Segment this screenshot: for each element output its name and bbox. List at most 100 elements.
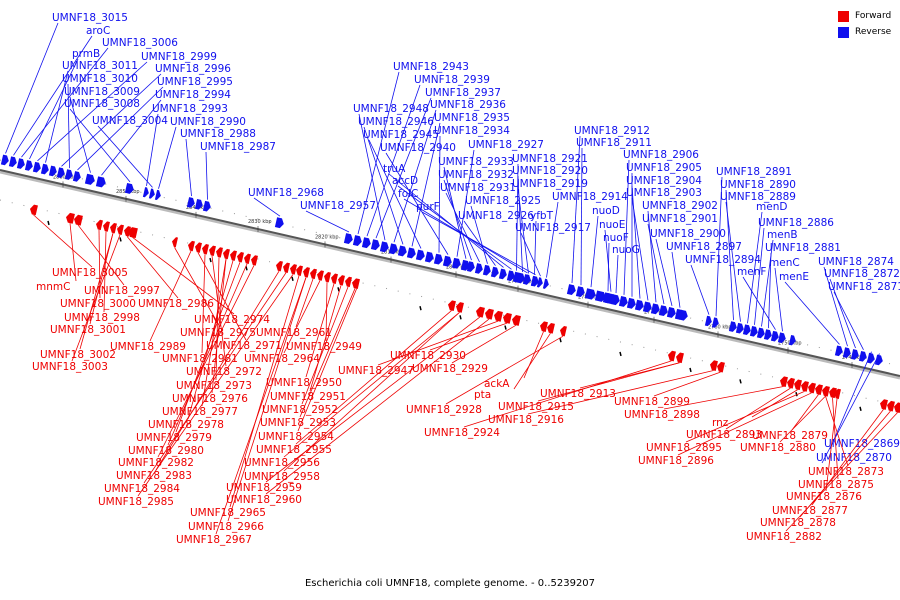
reverse-gene-label: yfbT [530,210,554,222]
reverse-gene [274,217,284,229]
forward-label-leader [283,312,460,472]
forward-swatch [838,10,849,22]
forward-gene-label: UMNF18_2983 [116,470,192,482]
forward-label-leader [653,371,721,397]
forward-gene-label: UMNF18_2950 [266,377,342,389]
forward-gene [476,306,485,318]
reverse-gene [388,243,398,255]
reverse-gene-label: nuoD [592,205,620,217]
forward-gene [547,322,555,334]
reverse-label-leader [774,267,783,332]
forward-gene-label: UMNF18_2877 [772,505,848,517]
reverse-gene [451,257,461,269]
reverse-label-leader [411,122,441,247]
reverse-label-leader [363,126,404,245]
forward-label-leader [751,389,798,418]
reverse-gene [16,158,25,169]
legend-forward: Forward [838,8,891,24]
reverse-gene [618,296,628,307]
reverse-gene-label: UMNF18_3015 [52,12,128,24]
forward-gene-label: UMNF18_2953 [260,417,336,429]
forward-label-leader [325,282,328,342]
reverse-label-leader [21,47,109,158]
forward-gene [815,384,823,395]
forward-label-leader [174,247,221,328]
reverse-gene [512,271,519,282]
forward-label-leader [215,277,307,535]
forward-label-leader [523,331,544,379]
forward-gene-label: UMNF18_2997 [84,285,160,297]
reverse-label-leader [97,125,153,188]
reverse-label-leader [438,135,441,253]
reverse-gene [866,352,875,364]
reverse-label-leader [368,139,422,249]
forward-gene-label: UMNF18_2971 [206,340,282,352]
feature-mark [859,406,862,412]
forward-gene-label: UMNF18_2895 [646,442,722,454]
reverse-gene [678,309,688,321]
legend: Forward Reverse [838,8,891,40]
forward-gene [354,278,360,290]
reverse-gene [406,247,416,259]
reverse-gene-label: UMNF18_2912 [574,125,650,137]
reverse-gene [8,156,17,168]
reverse-gene [48,165,57,177]
reverse-label-leader [443,179,472,261]
forward-gene-label: UMNF18_2916 [488,414,564,426]
forward-gene-label: UMNF18_3005 [52,267,128,279]
reverse-label-leader [768,252,772,329]
feature-mark [689,367,692,373]
reverse-label-leader [69,96,91,173]
reverse-gene [142,187,149,198]
forward-gene-label: UMNF18_2913 [540,388,616,400]
reverse-label-leader [5,22,59,154]
reverse-label-leader [366,84,421,237]
forward-gene-label: UMNF18_2899 [614,396,690,408]
reverse-gene-label: UMNF18_3006 [102,37,178,49]
reverse-gene [24,160,33,171]
reverse-gene [530,275,537,287]
forward-label-leader [149,250,192,342]
reverse-gene [64,169,73,180]
reverse-label-leader [393,109,437,243]
forward-gene [801,381,809,392]
forward-gene [276,260,283,272]
tick-label: 2860 kbp [53,174,77,180]
forward-gene [456,302,464,313]
forward-gene [66,212,75,224]
forward-label-leader [301,286,349,405]
tick-label: 2820 kbp [315,234,339,240]
reverse-gene-label: UMNF18_2921 [512,153,588,165]
reverse-gene-label: UMNF18_2870 [816,452,892,464]
reverse-gene-label: UMNF18_2957 [300,200,376,212]
forward-gene-label: UMNF18_2960 [226,494,302,506]
reverse-gene [788,334,796,346]
reverse-label-leader [754,227,765,325]
reverse-label-leader [607,242,610,292]
reverse-gene [874,354,883,366]
forward-gene-label: UMNF18_2915 [498,401,574,413]
reverse-gene-label: UMNF18_2934 [434,125,510,137]
forward-label-leader [89,233,114,325]
reverse-gene [850,349,859,360]
feature-mark [291,276,294,282]
reverse-gene-label: UMNF18_2911 [576,137,652,149]
reverse-label-leader [158,126,177,189]
forward-gene-label: UMNF18_2989 [110,341,186,353]
reverse-gene [379,241,389,253]
feature-mark [559,337,562,343]
reverse-label-leader [305,210,350,233]
forward-gene-label: UMNF18_2984 [104,483,180,495]
forward-gene-label: UMNF18_2898 [624,409,700,421]
reverse-gene [658,305,668,317]
forward-gene-label: UMNF18_2873 [808,466,884,478]
feature-mark [739,379,742,384]
genome-caption: Escherichia coli UMNF18, complete genome… [304,578,596,589]
reverse-gene-label: UMNF18_3004 [92,115,168,127]
forward-gene-label: UMNF18_2952 [262,404,338,416]
reverse-label-leader [516,163,519,271]
forward-gene-label: UMNF18_2879 [752,430,828,442]
forward-gene [303,267,310,278]
forward-label-leader [832,397,839,480]
legend-forward-label: Forward [855,11,892,21]
